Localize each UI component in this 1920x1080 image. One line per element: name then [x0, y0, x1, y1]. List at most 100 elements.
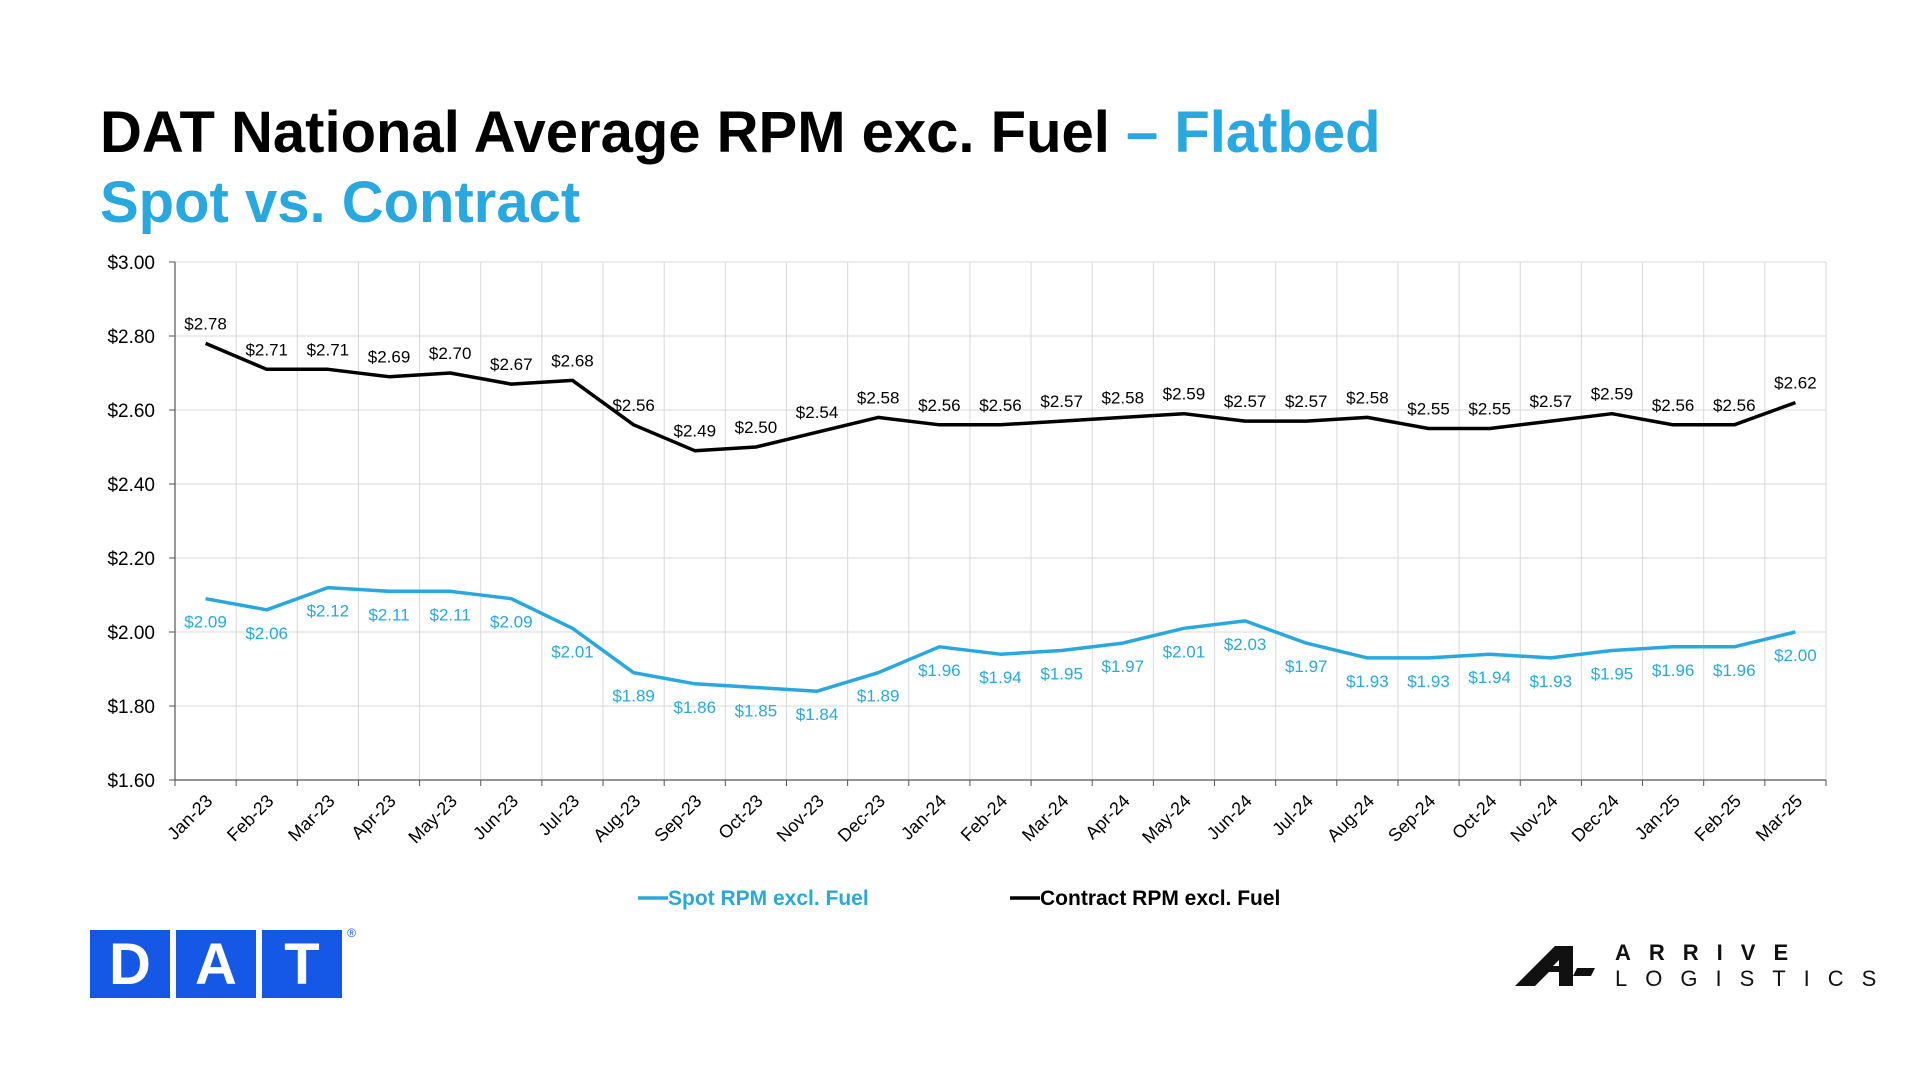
- spot-data-label: $1.94: [1468, 668, 1511, 687]
- contract-data-label: $2.71: [245, 340, 288, 359]
- spot-data-label: $2.03: [1224, 635, 1267, 654]
- arrive-logo-line1: ARRIVE: [1615, 940, 1807, 965]
- contract-data-label: $2.58: [857, 388, 900, 407]
- contract-data-label: $2.59: [1591, 385, 1634, 404]
- chart-title: DAT National Average RPM exc. Fuel – Fla…: [100, 98, 1381, 168]
- x-tick-label: Jan-24: [897, 791, 950, 844]
- contract-data-label: $2.70: [429, 344, 472, 363]
- contract-data-label: $2.56: [979, 396, 1022, 415]
- spot-data-label: $1.86: [673, 698, 716, 717]
- contract-data-label: $2.67: [490, 355, 533, 374]
- spot-data-label: $1.96: [918, 661, 961, 680]
- spot-data-label: $1.89: [612, 687, 655, 706]
- chart-title-accent: – Flatbed: [1126, 100, 1381, 165]
- spot-data-label: $1.84: [796, 705, 839, 724]
- spot-data-label: $1.95: [1591, 665, 1634, 684]
- x-tick-label: Apr-24: [1081, 791, 1133, 843]
- spot-data-label: $1.95: [1040, 665, 1083, 684]
- spot-data-label: $1.97: [1285, 657, 1328, 676]
- spot-data-label: $2.11: [368, 605, 409, 624]
- contract-data-label: $2.71: [307, 340, 350, 359]
- contract-data-label: $2.56: [1652, 396, 1695, 415]
- contract-data-label: $2.68: [551, 351, 594, 370]
- contract-data-label: $2.56: [1713, 396, 1756, 415]
- contract-data-label: $2.50: [735, 418, 778, 437]
- contract-data-label: $2.57: [1285, 392, 1328, 411]
- contract-data-label: $2.57: [1224, 392, 1267, 411]
- contract-data-label: $2.57: [1530, 392, 1573, 411]
- contract-data-label: $2.62: [1774, 374, 1817, 393]
- y-tick-label: $2.20: [107, 549, 155, 570]
- x-tick-label: Jan-23: [163, 791, 216, 844]
- y-tick-label: $2.40: [107, 475, 155, 496]
- x-tick-label: Feb-24: [957, 791, 1011, 845]
- spot-data-label: $1.85: [735, 702, 778, 721]
- spot-data-label: $1.94: [979, 668, 1022, 687]
- x-tick-label: Oct-24: [1448, 791, 1500, 843]
- x-tick-label: Mar-24: [1018, 791, 1072, 845]
- contract-data-label: $2.57: [1040, 392, 1083, 411]
- legend-label-contract: Contract RPM excl. Fuel: [1040, 887, 1280, 910]
- x-tick-label: Mar-25: [1752, 791, 1806, 845]
- contract-data-label: $2.55: [1407, 400, 1450, 419]
- spot-data-label: $1.93: [1346, 672, 1389, 691]
- spot-data-label: $2.09: [184, 613, 227, 632]
- dat-logo-letter-a: A: [176, 930, 256, 998]
- spot-data-label: $1.97: [1102, 657, 1145, 676]
- contract-data-label: $2.54: [796, 403, 839, 422]
- spot-data-label: $2.09: [490, 613, 533, 632]
- y-tick-label: $2.80: [107, 327, 155, 348]
- contract-data-label: $2.58: [1102, 388, 1145, 407]
- x-tick-label: Dec-23: [834, 791, 889, 846]
- x-tick-label: Mar-23: [284, 791, 338, 845]
- x-tick-label: Oct-23: [714, 791, 766, 843]
- x-tick-label: Sep-23: [650, 791, 705, 846]
- spot-data-label: $2.00: [1774, 646, 1817, 665]
- x-tick-label: Jul-23: [534, 791, 583, 840]
- y-tick-label: $3.00: [107, 253, 155, 274]
- x-tick-label: Apr-23: [347, 791, 399, 843]
- arrive-logo-icon: [1515, 946, 1595, 986]
- spot-data-label: $1.93: [1530, 672, 1573, 691]
- x-tick-label: Feb-23: [223, 791, 277, 845]
- rpm-line-chart: $1.60 $1.80 $2.00 $2.20 $2.40 $2.60 $2.80 $3.00…: [107, 253, 1827, 910]
- x-tick-label: Jun-24: [1203, 791, 1256, 844]
- x-tick-label: Aug-24: [1323, 791, 1378, 846]
- contract-data-label: $2.78: [184, 314, 227, 333]
- dat-logo-letter-t: T: [262, 930, 342, 998]
- legend-label-spot: Spot RPM excl. Fuel: [668, 887, 869, 910]
- arrive-logistics-logo: ARRIVE LOGISTICS: [1515, 940, 1894, 992]
- contract-series-line: [204, 341, 1796, 453]
- y-tick-label: $2.00: [107, 623, 155, 644]
- x-tick-label: Nov-24: [1506, 791, 1561, 846]
- spot-data-label: $1.93: [1407, 672, 1450, 691]
- x-tick-label: Aug-23: [589, 791, 644, 846]
- arrive-logo-text: ARRIVE LOGISTICS: [1615, 940, 1894, 992]
- x-tick-label: Dec-24: [1568, 791, 1623, 846]
- arrive-logo-line2: LOGISTICS: [1615, 966, 1895, 991]
- x-tick-label: May-23: [404, 791, 461, 848]
- chart-title-main: DAT National Average RPM exc. Fuel: [100, 100, 1110, 165]
- x-tick-label: Sep-24: [1384, 791, 1439, 846]
- contract-data-label: $2.49: [673, 422, 716, 441]
- dat-logo-registered: ®: [347, 926, 356, 940]
- spot-data-label: $2.11: [430, 605, 471, 624]
- spot-series-line: [205, 585, 1796, 693]
- y-tick-label: $1.60: [107, 771, 155, 792]
- spot-data-label: $2.01: [1163, 642, 1206, 661]
- contract-data-label: $2.56: [612, 396, 655, 415]
- x-tick-label: Jan-25: [1631, 791, 1684, 844]
- spot-data-label: $1.96: [1652, 661, 1695, 680]
- spot-data-label: $2.06: [245, 624, 288, 643]
- dat-logo-letter-d: D: [90, 930, 170, 998]
- contract-data-label: $2.59: [1163, 385, 1206, 404]
- contract-data-label: $2.55: [1468, 400, 1511, 419]
- chart-subtitle: Spot vs. Contract: [100, 170, 581, 235]
- x-tick-label: Jun-23: [469, 791, 522, 844]
- x-tick-label: Nov-23: [773, 791, 828, 846]
- spot-data-label: $2.12: [307, 602, 350, 621]
- spot-data-label: $2.01: [551, 642, 594, 661]
- y-tick-label: $2.60: [107, 401, 155, 422]
- spot-data-label: $1.96: [1713, 661, 1756, 680]
- spot-data-label: $1.89: [857, 687, 900, 706]
